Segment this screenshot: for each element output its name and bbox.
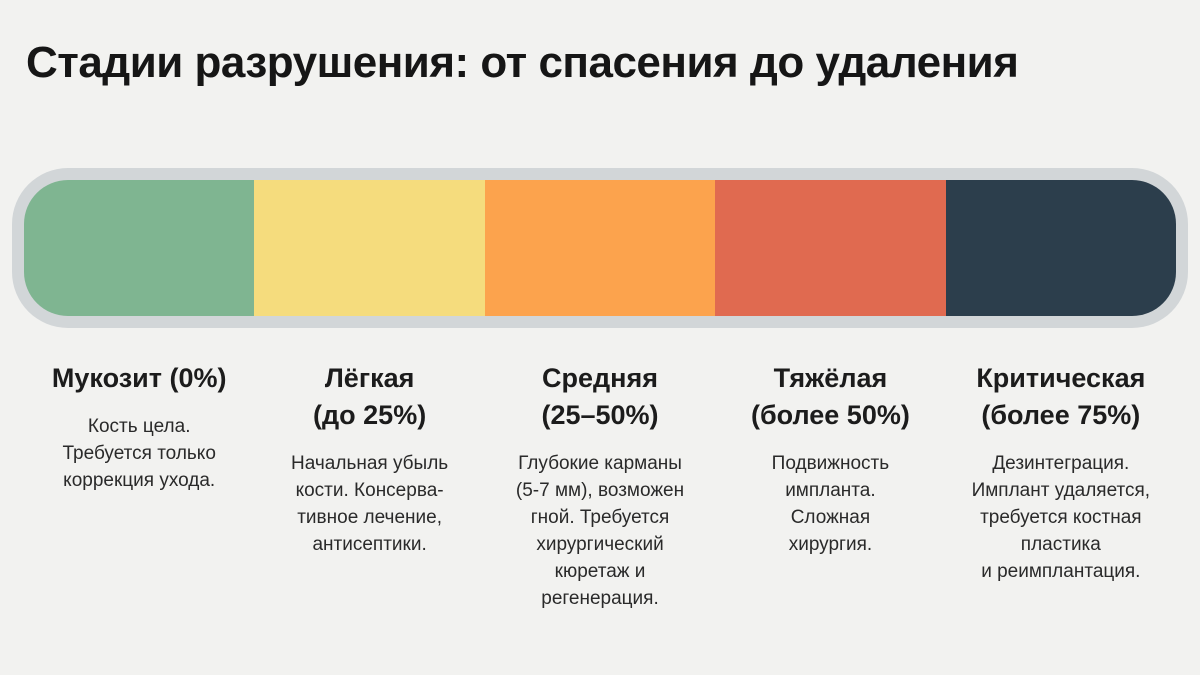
stage-desc-line: хирургический [536, 534, 664, 555]
stage-mucositis: Мукозит (0%) Кость цела. Требуется тольк… [24, 360, 254, 612]
stage-title-line: Критическая [976, 363, 1146, 393]
stage-desc-line: регенерация. [541, 588, 659, 609]
stage-title: Мукозит (0%) [28, 360, 250, 397]
stage-moderate: Средняя (25–50%) Глубокие карманы (5-7 м… [485, 360, 715, 612]
segment-mild [254, 180, 485, 316]
stage-title-line: Лёгкая [324, 363, 415, 393]
stage-title-line: Мукозит (0%) [51, 363, 227, 393]
stage-title-line: Средняя [542, 363, 658, 393]
stage-desc-line: кюретаж и [554, 561, 646, 582]
stage-desc-line: (5-7 мм), возможен [515, 480, 685, 501]
stage-desc-line: Кость цела. [87, 416, 191, 437]
segment-moderate [484, 180, 716, 316]
stage-title: Критическая (более 75%) [950, 360, 1172, 434]
stage-desc-line: пластика [1020, 534, 1101, 555]
segment-mucositis [24, 180, 255, 316]
stage-severe: Тяжёлая (более 50%) Подвижность импланта… [715, 360, 945, 612]
stage-desc-line: Начальная убыль [291, 453, 449, 474]
stage-title: Тяжёлая (более 50%) [719, 360, 941, 434]
stage-desc-line: антисептики. [312, 534, 427, 555]
stage-title-line: (более 50%) [750, 400, 910, 430]
stage-desc-line: Имплант удаляется, [971, 480, 1151, 501]
stage-title-line: Тяжёлая [773, 363, 888, 393]
stage-desc-line: гной. Требуется [530, 507, 670, 528]
stage-mild: Лёгкая (до 25%) Начальная убыль кости. К… [254, 360, 484, 612]
stage-desc-line: и реимплантация. [981, 561, 1141, 582]
stage-description: Глубокие карманы (5-7 мм), возможен гной… [489, 450, 711, 612]
segment-critical [945, 180, 1176, 316]
stage-desc-line: требуется костная [980, 507, 1142, 528]
stage-description: Кость цела. Требуется только коррекция у… [28, 413, 250, 494]
stage-critical: Критическая (более 75%) Дезинтеграция. И… [946, 360, 1176, 612]
stage-desc-line: тивное лечение, [297, 507, 442, 528]
stage-title: Лёгкая (до 25%) [258, 360, 480, 434]
stage-desc-line: Подвижность [771, 453, 890, 474]
stage-desc-line: Сложная [790, 507, 871, 528]
stage-desc-line: хирургия. [788, 534, 873, 555]
stages-list: Мукозит (0%) Кость цела. Требуется тольк… [24, 360, 1176, 612]
stage-description: Подвижность импланта. Сложная хирургия. [719, 450, 941, 558]
stage-desc-line: коррекция ухода. [63, 470, 216, 491]
stage-title: Средняя (25–50%) [489, 360, 711, 434]
stage-title-line: (более 75%) [981, 400, 1141, 430]
page-title: Стадии разрушения: от спасения до удален… [26, 38, 1019, 87]
stage-desc-line: Требуется только [62, 443, 216, 464]
segment-severe [715, 180, 946, 316]
stage-desc-line: Дезинтеграция. [992, 453, 1130, 474]
stage-desc-line: импланта. [785, 480, 876, 501]
stage-description: Начальная убыль кости. Консерва- тивное … [258, 450, 480, 558]
stage-desc-line: кости. Консерва- [295, 480, 444, 501]
stage-title-line: (до 25%) [313, 400, 427, 430]
stage-title-line: (25–50%) [541, 400, 659, 430]
stage-description: Дезинтеграция. Имплант удаляется, требуе… [950, 450, 1172, 585]
stage-desc-line: Глубокие карманы [518, 453, 682, 474]
stage-bar [24, 180, 1176, 316]
